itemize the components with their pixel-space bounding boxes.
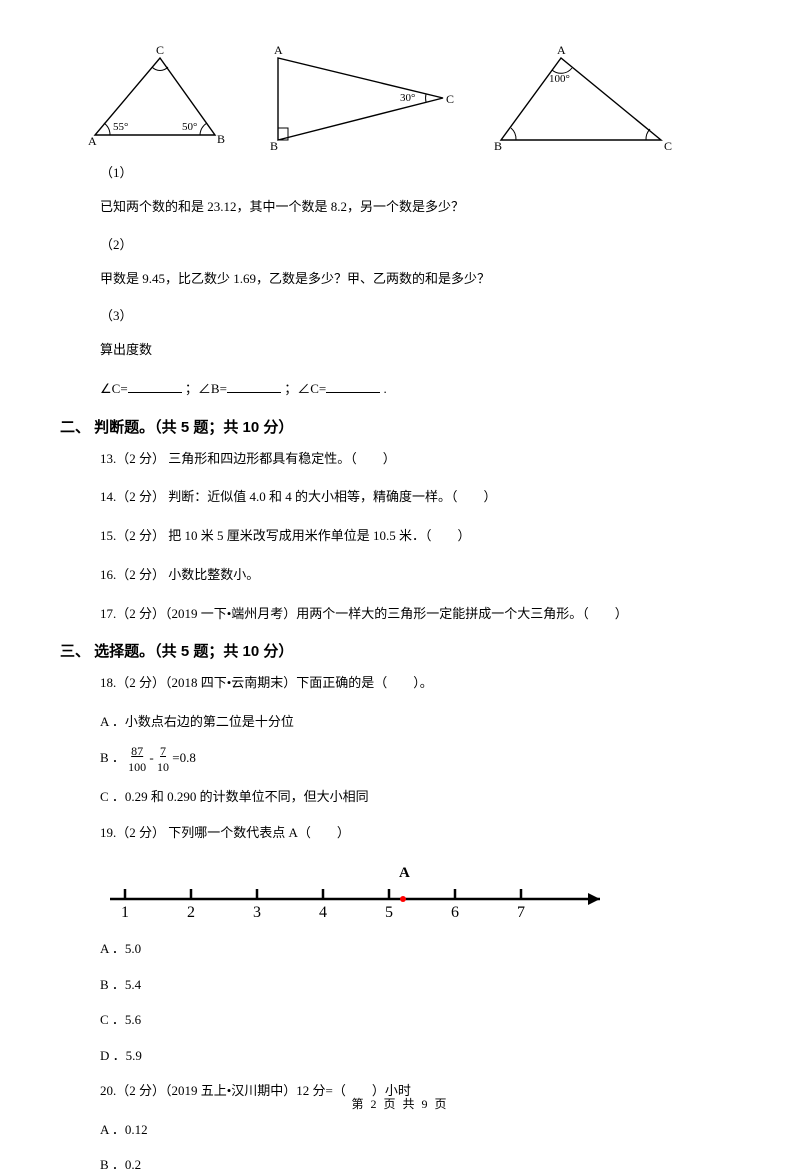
q20-opt-a: A ．0.12	[100, 1118, 740, 1141]
t2-label-a: A	[274, 43, 283, 57]
q19-opt-c: C ．5.6	[100, 1008, 740, 1031]
fraction-7-10: 7 10	[157, 745, 169, 773]
q18-opt-c: C ．0.29 和 0.290 的计数单位不同，但大小相同	[100, 785, 740, 808]
blank-3[interactable]	[326, 380, 380, 393]
t1-label-b: B	[217, 132, 225, 146]
q13: 13.（2 分） 三角形和四边形都具有稳定性。（ ）	[100, 447, 740, 472]
svg-text:6: 6	[451, 904, 459, 919]
triangle-2: A B C 30°	[258, 40, 458, 150]
q19-opt-a: A ．5.0	[100, 937, 740, 960]
q18-opt-b: B ． 87 100 - 7 10 =0.8	[100, 745, 740, 773]
q19-stem: 19.（2 分） 下列哪一个数代表点 A（ ）	[100, 821, 740, 846]
section-3-header: 三、 选择题。（共 5 题；共 10 分）	[60, 640, 740, 661]
q3-answer-line: ∠C= ；∠B= ；∠C= .	[100, 377, 740, 402]
svg-text:7: 7	[517, 904, 525, 919]
t3-angle-a: 100°	[549, 73, 570, 85]
q2-text: 甲数是 9.45，比乙数少 1.69，乙数是多少？甲、乙两数的和是多少？	[100, 267, 740, 292]
q18-opt-a: A ．小数点右边的第二位是十分位	[100, 710, 740, 733]
fraction-87-100: 87 100	[128, 745, 146, 773]
q16: 16.（2 分） 小数比整数小。	[100, 563, 740, 588]
svg-text:2: 2	[187, 904, 195, 919]
q3-text: 算出度数	[100, 338, 740, 363]
q3-paren: （3）	[100, 305, 740, 324]
t1-angle-b: 50°	[182, 121, 197, 133]
svg-text:5: 5	[385, 904, 393, 919]
q14: 14.（2 分） 判断：近似值 4.0 和 4 的大小相等，精确度一样。（ ）	[100, 485, 740, 510]
triangle-3: A B C 100°	[486, 40, 676, 150]
q19-opt-d: D ．5.9	[100, 1044, 740, 1067]
q3-p1: ∠C=	[100, 381, 128, 396]
svg-text:4: 4	[319, 904, 327, 919]
t1-label-c: C	[156, 43, 164, 57]
q1-text: 已知两个数的和是 23.12，其中一个数是 8.2，另一个数是多少？	[100, 195, 740, 220]
page-footer: 第 2 页 共 9 页	[0, 1095, 800, 1112]
q19-opt-b: B ．5.4	[100, 973, 740, 996]
t2-label-c: C	[446, 92, 454, 106]
q3-p3: ；∠C=	[284, 381, 326, 396]
q17: 17.（2 分）（2019 一下•端州月考）用两个一样大的三角形一定能拼成一个大…	[100, 602, 740, 627]
t2-label-b: B	[270, 139, 278, 150]
section-2-header: 二、 判断题。（共 5 题；共 10 分）	[60, 416, 740, 437]
svg-text:3: 3	[253, 904, 261, 919]
q18-optb-suffix: =0.8	[172, 750, 196, 765]
q1-paren: （1）	[100, 162, 740, 181]
triangle-figures-row: A B C 55° 50° A B C 30° A B C 100°	[80, 40, 740, 150]
svg-text:1: 1	[121, 904, 129, 919]
q18-optb-prefix: B ．	[100, 750, 125, 765]
triangle-1: A B C 55° 50°	[80, 40, 230, 150]
t3-label-c: C	[664, 139, 672, 150]
t1-angle-a: 55°	[113, 121, 128, 133]
blank-2[interactable]	[227, 380, 281, 393]
q3-p4: .	[383, 381, 386, 396]
point-a-label: A	[399, 865, 410, 881]
t3-label-b: B	[494, 139, 502, 150]
t3-label-a: A	[557, 43, 566, 57]
q20-opt-b: B ．0.2	[100, 1153, 740, 1176]
blank-1[interactable]	[128, 380, 182, 393]
t1-label-a: A	[88, 134, 97, 148]
q3-p2: ；∠B=	[185, 381, 227, 396]
q18-stem: 18.（2 分）（2018 四下•云南期末）下面正确的是（ ）。	[100, 671, 740, 696]
q2-paren: （2）	[100, 234, 740, 253]
q15: 15.（2 分） 把 10 米 5 厘米改写成用米作单位是 10.5 米．（ ）	[100, 524, 740, 549]
q18-optb-minus: -	[149, 750, 157, 765]
point-a-dot	[400, 896, 406, 902]
number-line-figure: 1 2 3 4 5 6 7 A	[100, 859, 740, 923]
t2-angle-c: 30°	[400, 92, 415, 104]
